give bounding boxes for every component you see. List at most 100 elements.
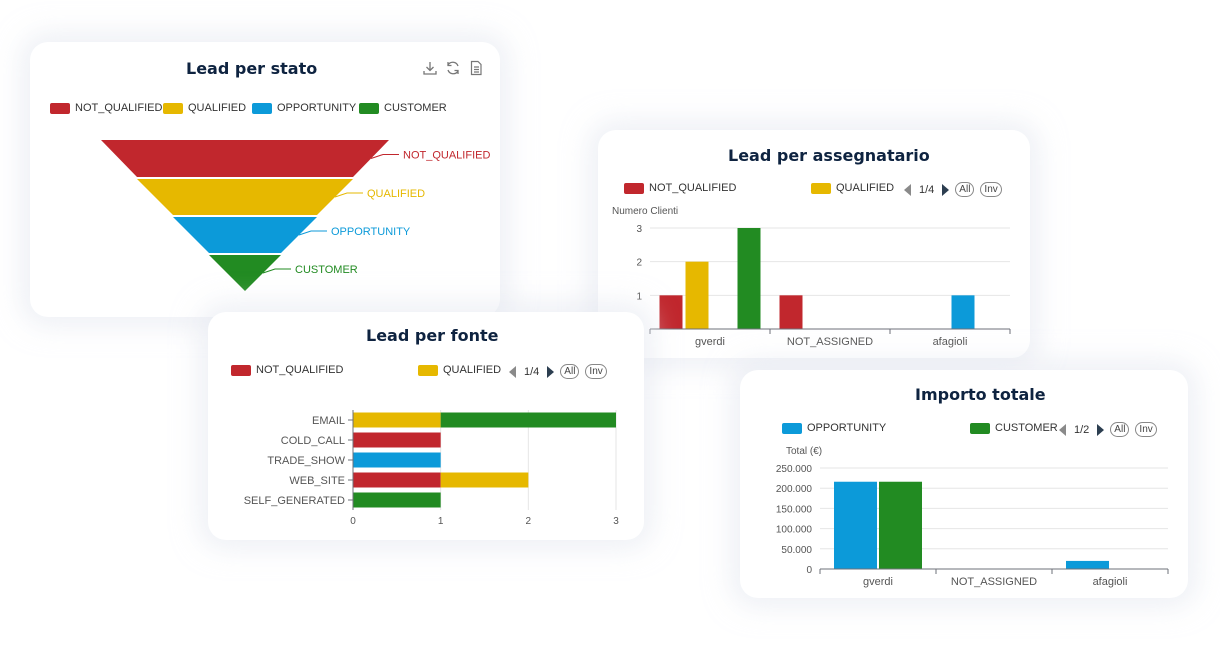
select-all-button[interactable]: All	[1110, 422, 1130, 437]
legend-label: NOT_QUALIFIED	[649, 182, 737, 194]
assegnatario-y-tick-label: 3	[636, 224, 642, 235]
funnel-label: QUALIFIED	[367, 188, 425, 200]
fonte-bar-not_qualified	[353, 472, 441, 488]
fonte-y-tick-label: COLD_CALL	[281, 435, 345, 447]
page-indicator: 1/4	[524, 365, 540, 378]
importo-y-tick-label: 50.000	[781, 545, 812, 556]
download-icon[interactable]	[422, 60, 438, 76]
assegnatario-legend-not-qualified[interactable]: NOT_QUALIFIED	[624, 182, 736, 194]
fonte-legend-qualified[interactable]: QUALIFIED	[418, 364, 501, 376]
assegnatario-legend-pager: 1/4 All Inv	[904, 182, 1002, 197]
assegnatario-bar-not_qualified	[659, 295, 683, 329]
funnel-title: Lead per stato	[186, 59, 318, 78]
funnel-segment-not_qualified	[101, 140, 389, 177]
assegnatario-y-tick-label: 1	[636, 291, 642, 302]
funnel-legend-not-qualified[interactable]: NOT_QUALIFIED	[50, 102, 162, 114]
assegnatario-title: Lead per assegnatario	[728, 146, 930, 165]
next-page-icon[interactable]	[547, 365, 555, 378]
fonte-x-tick-label: 1	[438, 516, 444, 527]
importo-y-axis-label: Total (€)	[786, 446, 822, 457]
data-view-icon[interactable]	[468, 60, 484, 76]
fonte-y-tick-label: SELF_GENERATED	[244, 495, 345, 507]
legend-label: OPPORTUNITY	[807, 422, 887, 434]
funnel-legend-opportunity[interactable]: OPPORTUNITY	[252, 102, 356, 114]
fonte-y-tick-label: WEB_SITE	[289, 475, 345, 487]
funnel-label: CUSTOMER	[295, 264, 358, 276]
prev-page-icon[interactable]	[509, 365, 516, 378]
fonte-card: Lead per fonte NOT_QUALIFIED QUALIFIED 1…	[208, 312, 644, 540]
fonte-x-tick-label: 0	[350, 516, 356, 527]
legend-label: NOT_QUALIFIED	[256, 364, 344, 376]
importo-bar-opportunity	[834, 481, 877, 569]
assegnatario-x-tick-label: gverdi	[695, 336, 725, 348]
importo-y-tick-label: 200.000	[776, 484, 813, 495]
assegnatario-x-tick-label: NOT_ASSIGNED	[787, 336, 873, 348]
next-page-icon[interactable]	[1097, 423, 1105, 436]
importo-y-tick-label: 0	[806, 565, 812, 576]
prev-page-icon[interactable]	[904, 183, 911, 196]
legend-swatch	[50, 102, 70, 114]
legend-swatch	[359, 102, 379, 114]
page-indicator: 1/2	[1074, 423, 1090, 436]
invert-selection-button[interactable]: Inv	[1135, 422, 1157, 437]
importo-y-tick-label: 150.000	[776, 504, 813, 515]
assegnatario-chart: Numero Clienti0123gverdiNOT_ASSIGNEDafag…	[612, 206, 1011, 348]
importo-chart: Total (€) 0 50.000 100.000 150.000 200.000 250…	[776, 446, 1169, 588]
legend-label: QUALIFIED	[188, 102, 247, 114]
funnel-label: OPPORTUNITY	[331, 226, 411, 238]
page-indicator: 1/4	[919, 183, 935, 196]
funnel-segment-customer	[209, 255, 281, 291]
importo-bar-opportunity	[1066, 560, 1109, 569]
invert-selection-button[interactable]: Inv	[980, 182, 1002, 197]
assegnatario-y-tick-label: 2	[636, 258, 642, 269]
fonte-legend-not-qualified[interactable]: NOT_QUALIFIED	[231, 364, 343, 376]
funnel-label-line	[298, 230, 327, 236]
next-page-icon[interactable]	[942, 183, 950, 196]
importo-title: Importo totale	[915, 385, 1046, 404]
funnel-segment-qualified	[137, 179, 353, 215]
fonte-x-tick-label: 3	[613, 516, 619, 527]
legend-swatch	[163, 102, 183, 114]
assegnatario-bar-opportunity	[951, 295, 975, 329]
legend-swatch	[231, 364, 251, 376]
legend-label: CUSTOMER	[995, 422, 1058, 434]
select-all-button[interactable]: All	[955, 182, 975, 197]
legend-label: CUSTOMER	[384, 102, 447, 114]
importo-y-tick-label: 250.000	[776, 464, 813, 475]
funnel-segment-opportunity	[173, 217, 317, 253]
fonte-legend-pager: 1/4 All Inv	[509, 364, 607, 379]
legend-label: OPPORTUNITY	[277, 102, 357, 114]
legend-label: QUALIFIED	[443, 364, 502, 376]
funnel-label-line	[262, 268, 291, 274]
fonte-bar-customer	[353, 492, 441, 508]
assegnatario-bar-not_qualified	[779, 295, 803, 329]
fonte-chart: 0 1 2 3 EMAIL COLD_CALL TRADE_SHOW WEB_SITE SELF…	[244, 410, 619, 527]
funnel-label-line	[334, 192, 363, 198]
select-all-button[interactable]: All	[560, 364, 580, 379]
importo-legend-opportunity[interactable]: OPPORTUNITY	[782, 422, 886, 434]
funnel-legend-customer[interactable]: CUSTOMER	[359, 102, 447, 114]
legend-swatch	[970, 422, 990, 434]
funnel-card: Lead per stato NOT_QUALIFIED QUALIFIED O…	[30, 42, 500, 317]
invert-selection-button[interactable]: Inv	[585, 364, 607, 379]
funnel-legend-qualified[interactable]: QUALIFIED	[163, 102, 246, 114]
legend-swatch	[252, 102, 272, 114]
legend-swatch	[811, 182, 831, 194]
assegnatario-bar-customer	[737, 228, 761, 329]
legend-label: QUALIFIED	[836, 182, 895, 194]
fonte-title: Lead per fonte	[366, 326, 499, 345]
funnel-chart: NOT_QUALIFIED QUALIFIED OPPORTUNITY CUSTOME…	[101, 140, 490, 291]
funnel-label: NOT_QUALIFIED	[403, 150, 490, 162]
legend-swatch	[624, 182, 644, 194]
importo-legend-customer[interactable]: CUSTOMER	[970, 422, 1058, 434]
assegnatario-card: Lead per assegnatario NOT_QUALIFIED QUAL…	[598, 130, 1030, 358]
fonte-bar-qualified	[440, 472, 529, 488]
legend-label: NOT_QUALIFIED	[75, 102, 163, 114]
importo-y-tick-label: 100.000	[776, 525, 813, 536]
assegnatario-y-axis-label: Numero Clienti	[612, 206, 678, 217]
refresh-icon[interactable]	[445, 60, 461, 76]
prev-page-icon[interactable]	[1059, 423, 1066, 436]
funnel-toolbox	[422, 60, 484, 76]
legend-swatch	[782, 422, 802, 434]
assegnatario-legend-qualified[interactable]: QUALIFIED	[811, 182, 894, 194]
